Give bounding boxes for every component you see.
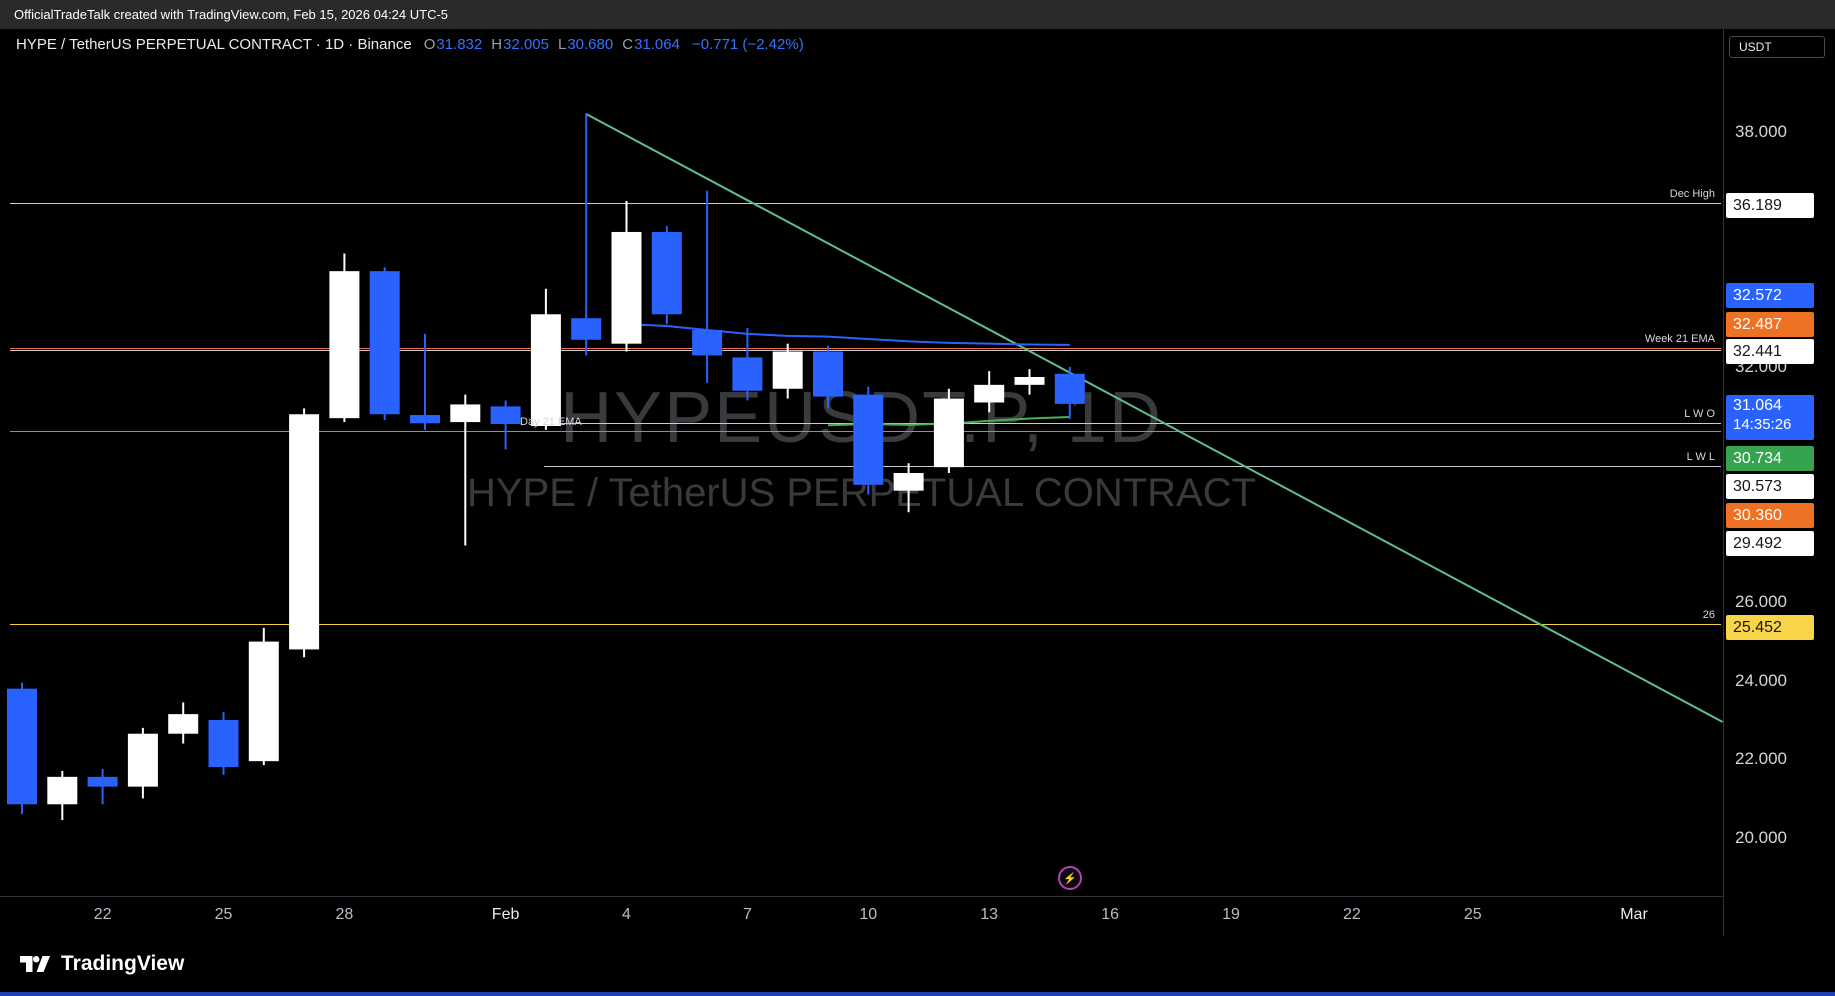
ohlc-readout: O31.832 H32.005 L30.680 C31.064 xyxy=(424,36,680,53)
time-label-22: 22 xyxy=(93,906,112,923)
time-label-25: 25 xyxy=(1463,906,1482,923)
time-label-19: 19 xyxy=(1222,906,1240,923)
time-label-10: 10 xyxy=(859,906,878,923)
candle-20 xyxy=(813,345,843,409)
level-label-lwo: L W O xyxy=(1684,408,1715,421)
price-label-32.487: 32.487 xyxy=(1726,311,1814,337)
price-label-29.492: 29.492 xyxy=(1726,530,1814,556)
candle-21 xyxy=(853,386,884,495)
price-label-30.734: 30.734 xyxy=(1726,445,1814,471)
candle-4 xyxy=(168,702,199,744)
candle-26 xyxy=(1054,367,1085,419)
time-label-22: 22 xyxy=(1342,906,1361,923)
attribution-bar: OfficialTradeTalk created with TradingVi… xyxy=(0,0,1835,29)
candle-6 xyxy=(248,627,279,766)
price-tick-38.000: 38.000 xyxy=(1735,122,1787,141)
event-marker[interactable]: ⚡ xyxy=(1058,866,1082,890)
candle-0 xyxy=(7,682,37,815)
candle-23 xyxy=(933,388,964,474)
candle-25 xyxy=(1014,369,1045,395)
candle-3 xyxy=(127,727,158,799)
candle-11 xyxy=(450,394,481,546)
price-label-30.573: 30.573 xyxy=(1726,473,1814,499)
price-label-36.189: 36.189 xyxy=(1726,192,1814,218)
candle-15 xyxy=(611,200,642,352)
candle-12 xyxy=(490,400,521,450)
ohlc-low: L30.680 xyxy=(557,36,614,53)
lightning-icon: ⚡ xyxy=(1063,872,1077,885)
axis-separator-line xyxy=(0,896,1835,897)
level-label-week-21-ema: Week 21 EMA xyxy=(1644,333,1715,346)
candle-2 xyxy=(87,769,118,805)
ohlc-close: C31.064 xyxy=(622,36,680,53)
price-label-32.572: 32.572 xyxy=(1726,282,1814,308)
price-tick-20.000: 20.000 xyxy=(1735,827,1787,847)
tradingview-icon xyxy=(20,956,50,972)
chart-area[interactable]: HYPEUSDT.P, 1D HYPE / TetherUS PERPETUAL… xyxy=(0,29,1723,896)
current-price-label: 31.064 14:35:26 xyxy=(1726,394,1814,440)
time-label-7: 7 xyxy=(742,906,752,923)
candle-24 xyxy=(974,371,1005,413)
candle-13 xyxy=(530,288,561,430)
currency-usdt-button[interactable]: USDT xyxy=(1729,36,1825,58)
price-tick-24.000: 24.000 xyxy=(1735,670,1787,690)
time-label-Feb: Feb xyxy=(491,906,520,923)
symbol-header: HYPE / TetherUS PERPETUAL CONTRACT · 1D … xyxy=(16,36,804,53)
time-label-Mar: Mar xyxy=(1620,906,1648,923)
tradingview-logo[interactable]: TradingView xyxy=(18,952,184,976)
candle-22 xyxy=(893,463,924,513)
candle-19 xyxy=(772,343,803,399)
ohlc-high: H32.005 xyxy=(491,36,549,53)
ohlc-open: O31.832 xyxy=(423,36,483,53)
candle-10 xyxy=(410,333,440,430)
time-axis[interactable]: 22 25 28 Feb 4 7 10 13 16 19 22 25 Mar xyxy=(0,897,1723,936)
price-axis[interactable]: USDT 38.000 32.000 26.000 24.000 22.000 20.00… xyxy=(1723,29,1835,936)
tradingview-logo-text: TradingView xyxy=(61,952,185,975)
level-label-level-26: 26 xyxy=(1702,608,1715,621)
candle-14 xyxy=(571,113,602,356)
time-label-13: 13 xyxy=(980,906,999,923)
level-label-lwl: L W L xyxy=(1686,450,1715,463)
price-label-30.360: 30.360 xyxy=(1726,502,1814,528)
footer-bar: TradingView xyxy=(0,936,1835,992)
candle-18 xyxy=(732,328,763,401)
time-label-25: 25 xyxy=(214,906,233,923)
price-label-25.452: 25.452 xyxy=(1726,614,1814,640)
change-value: −0.771 (−2.42%) xyxy=(691,36,804,53)
attribution-text: OfficialTradeTalk created with TradingVi… xyxy=(14,7,449,22)
symbol-title[interactable]: HYPE / TetherUS PERPETUAL CONTRACT · 1D … xyxy=(16,36,412,53)
candle-16 xyxy=(651,226,682,325)
time-label-28: 28 xyxy=(335,906,354,923)
bottom-edge-strip xyxy=(0,992,1835,996)
time-label-16: 16 xyxy=(1101,906,1119,923)
ema-fast-line[interactable] xyxy=(626,323,1070,346)
price-tick-22.000: 22.000 xyxy=(1735,749,1787,769)
price-tick-26.000: 26.000 xyxy=(1735,592,1787,612)
candle-7 xyxy=(289,408,320,658)
descending-trendline[interactable] xyxy=(585,113,1723,723)
time-label-4: 4 xyxy=(622,906,631,923)
price-label-32.441: 32.441 xyxy=(1726,338,1814,364)
candle-8 xyxy=(329,253,360,423)
level-label-day-21-ema: Day 21 EMA xyxy=(520,416,582,429)
chart-canvas[interactable] xyxy=(0,29,1723,896)
candle-1 xyxy=(47,770,78,820)
candle-17 xyxy=(692,190,723,383)
candle-9 xyxy=(369,267,400,421)
level-label-dec-high: Dec High xyxy=(1669,187,1715,200)
candle-5 xyxy=(208,712,239,775)
countdown-timer: 14:35:26 xyxy=(1733,415,1792,433)
